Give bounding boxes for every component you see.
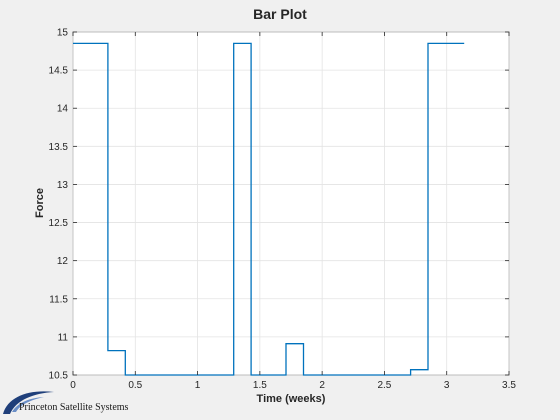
y-tick-labels: 10.5 11 11.5 12 12.5 13 13.5 14 14.5 15 (49, 28, 69, 382)
logo-swoosh-icon (3, 391, 54, 414)
y-tick-label: 13 (57, 180, 69, 191)
x-tick-label: 3 (444, 380, 450, 391)
y-tick-label: 12 (57, 256, 69, 267)
plot-area (72, 31, 510, 376)
x-tick-label: 2 (319, 380, 325, 391)
y-tick-label: 10.5 (49, 371, 69, 382)
series-layer (73, 42, 465, 376)
y-tick-label: 15 (57, 28, 69, 39)
series-line (73, 42, 465, 376)
x-tick-labels: 0 0.5 1 1.5 2 2.5 3 3.5 (70, 380, 516, 391)
grid-lines (72, 31, 510, 376)
logo-text: Princeton Satellite Systems (19, 402, 129, 413)
y-tick-label: 13.5 (49, 142, 69, 153)
axis-ticks (72, 31, 510, 376)
y-tick-label: 14 (57, 104, 69, 115)
y-tick-label: 11.5 (49, 294, 68, 305)
y-tick-label: 11 (58, 332, 69, 343)
chart-title: Bar Plot (253, 6, 307, 22)
y-axis-label: Force (34, 188, 46, 218)
x-tick-label: 0.5 (128, 380, 142, 391)
y-tick-label: 14.5 (49, 66, 69, 77)
x-axis-label: Time (weeks) (257, 393, 326, 405)
x-tick-label: 2.5 (377, 380, 391, 391)
logo-swoosh-accent-icon (12, 397, 44, 412)
x-tick-label: 1.5 (253, 380, 267, 391)
x-tick-label: 0 (70, 380, 76, 391)
x-tick-label: 3.5 (502, 380, 516, 391)
y-tick-label: 12.5 (49, 218, 69, 229)
company-logo: Princeton Satellite Systems (3, 391, 129, 414)
x-tick-label: 1 (195, 380, 201, 391)
